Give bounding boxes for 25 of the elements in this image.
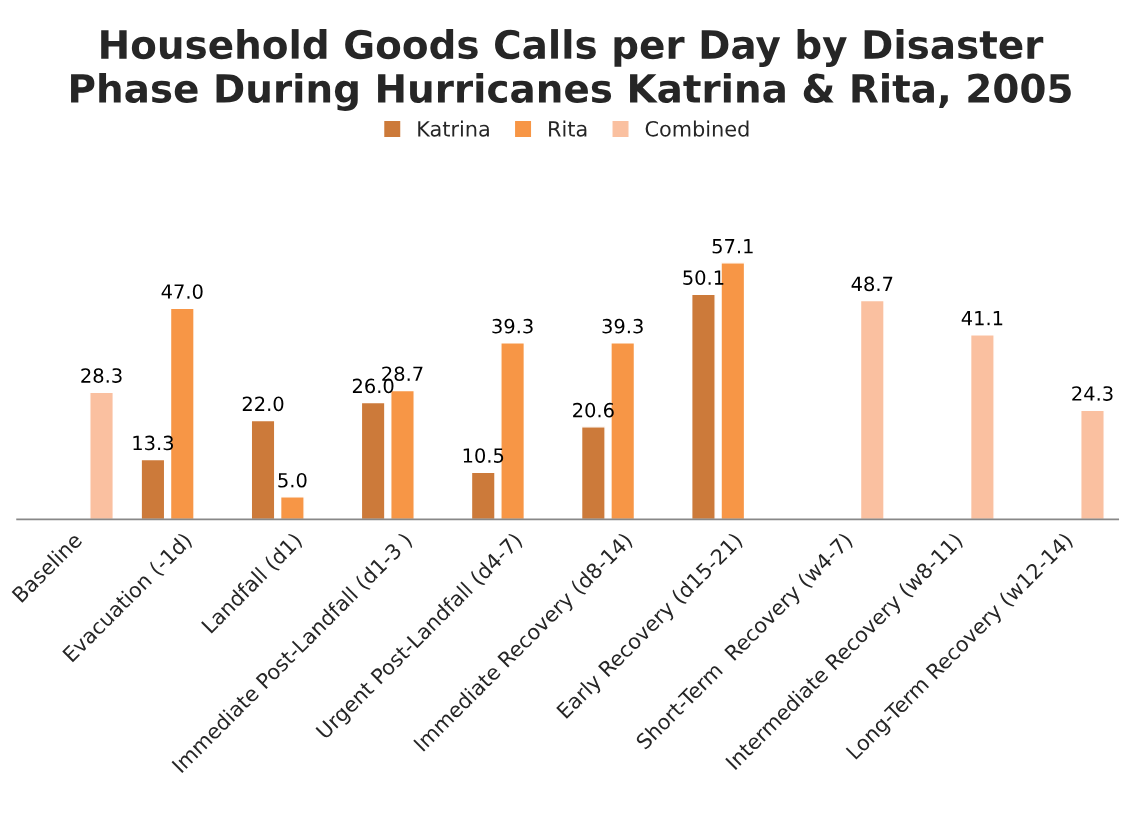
data-label: 48.7: [851, 276, 893, 292]
bar: [691, 293, 716, 520]
bar: [89, 391, 114, 520]
data-label: 41.1: [961, 310, 1003, 326]
bar: [969, 334, 995, 520]
bar: [140, 458, 166, 520]
bar: [360, 401, 386, 520]
chart-title: Household Goods Calls per Day by Disaster Phase During Hurricanes Katrina & Rita, 2005: [71, 29, 1071, 111]
data-label: 24.3: [1072, 386, 1113, 401]
bar: [470, 471, 496, 520]
data-label: 39.3: [602, 318, 643, 334]
data-label: 39.3: [492, 318, 533, 334]
legend-label: Combined: [645, 120, 749, 137]
data-label: 57.1: [712, 239, 753, 254]
bar: [1080, 409, 1105, 520]
bar: [250, 419, 276, 520]
bar: [580, 426, 606, 520]
data-label: 5.0: [278, 472, 307, 488]
data-label: 22.0: [242, 396, 284, 412]
legend-label: Katrina: [418, 120, 489, 137]
bar: [279, 496, 305, 520]
data-label: 28.3: [81, 368, 122, 383]
data-label: 47.0: [161, 284, 203, 299]
bar: [859, 299, 885, 520]
legend-label: Rita: [549, 120, 587, 137]
